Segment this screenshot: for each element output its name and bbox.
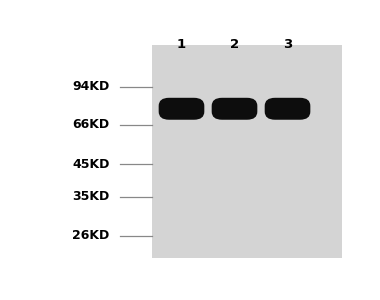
FancyBboxPatch shape: [212, 98, 257, 120]
Text: 3: 3: [283, 38, 292, 51]
Text: 26KD: 26KD: [72, 229, 109, 242]
Text: 1: 1: [177, 38, 186, 51]
FancyBboxPatch shape: [265, 98, 310, 120]
FancyBboxPatch shape: [159, 98, 204, 120]
Text: 94KD: 94KD: [72, 80, 109, 93]
Text: 45KD: 45KD: [72, 158, 109, 171]
FancyBboxPatch shape: [152, 45, 342, 258]
Text: 2: 2: [230, 38, 239, 51]
Text: 35KD: 35KD: [72, 190, 109, 203]
Text: 66KD: 66KD: [72, 118, 109, 131]
